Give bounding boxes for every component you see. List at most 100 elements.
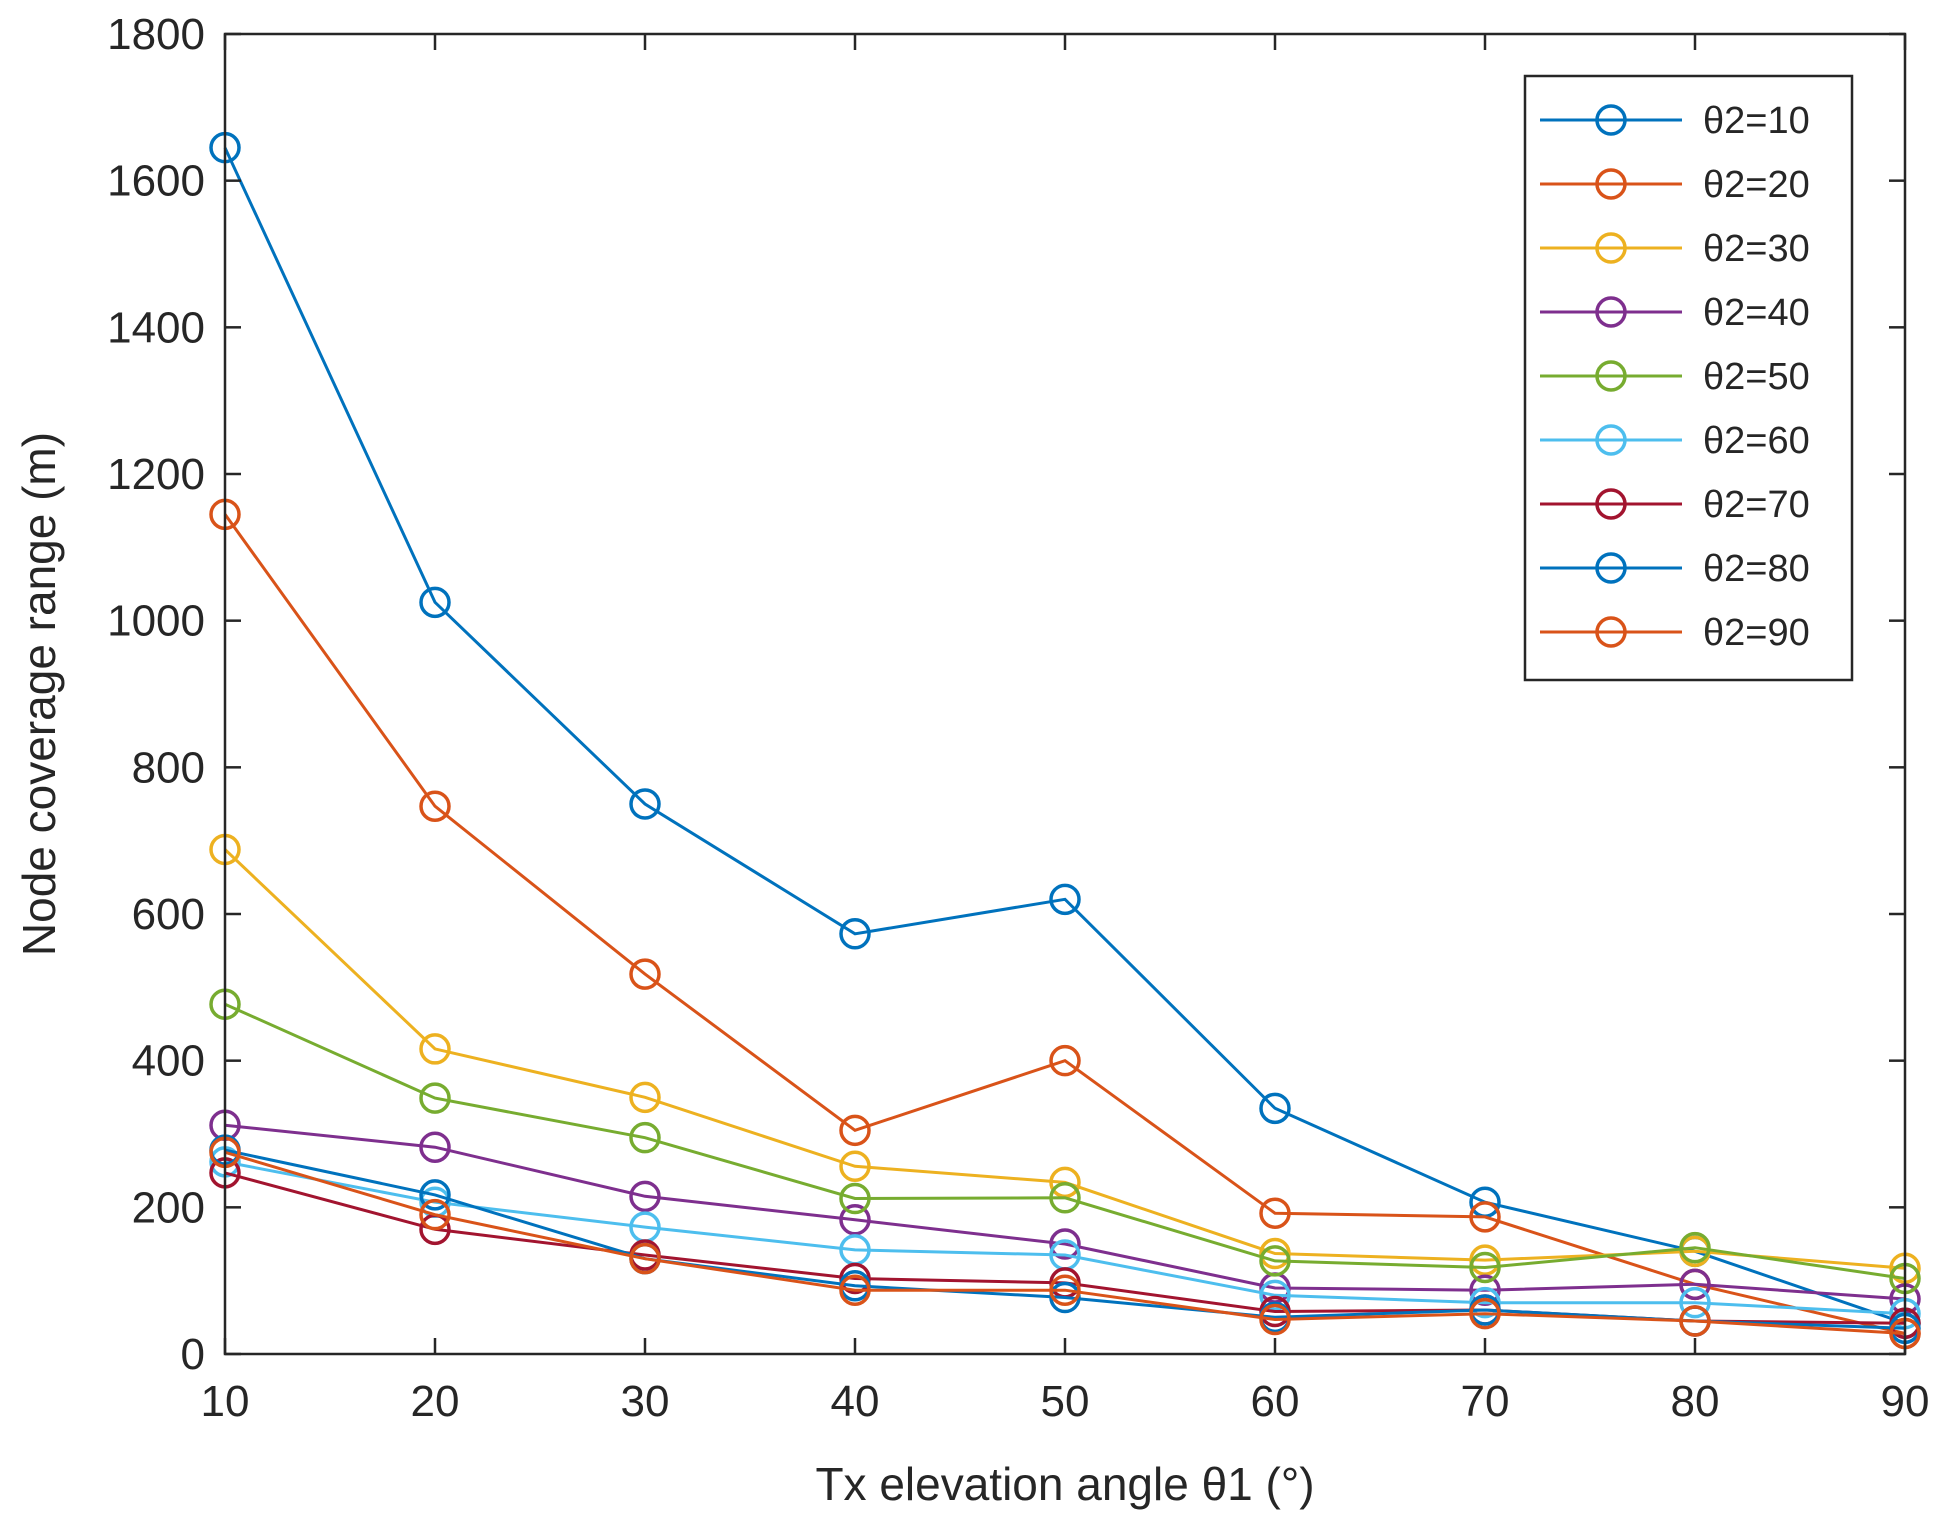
x-tick-label: 90 <box>1881 1377 1930 1426</box>
data-point <box>629 1121 661 1154</box>
legend-entry: θ2=50 <box>1540 356 1810 398</box>
data-point <box>839 1150 871 1183</box>
data-point <box>1469 1201 1501 1233</box>
axes-layer: 10 20 30 40 50 60 70 80 90 0 200 400 600 800 1000 1200 1… <box>107 10 1929 1426</box>
legend: θ2=10 θ2=20 θ2=30 θ2=40 θ2=50 θ2=60 θ2=70 θ2=80… <box>1523 74 1854 682</box>
data-point <box>629 1081 661 1114</box>
data-point <box>1049 1274 1081 1306</box>
data-point <box>1049 1281 1081 1314</box>
data-point <box>419 790 451 822</box>
legend-label: θ2=30 <box>1703 228 1810 270</box>
y-axis-label: Node coverage range (m) <box>13 432 65 956</box>
data-point <box>1259 1245 1291 1277</box>
data-point <box>839 1204 871 1236</box>
data-point <box>1049 1182 1081 1214</box>
legend-entry: θ2=20 <box>1540 164 1810 206</box>
legend-label: θ2=50 <box>1703 356 1810 398</box>
data-point <box>1679 1305 1711 1337</box>
legend-marker <box>1595 168 1627 200</box>
data-point <box>1469 1297 1501 1330</box>
legend-label: θ2=40 <box>1703 292 1810 334</box>
data-point <box>629 1180 661 1213</box>
data-point <box>1049 1228 1081 1260</box>
data-point <box>629 958 661 990</box>
x-tick-label: 20 <box>411 1377 460 1426</box>
legend-entry: θ2=90 <box>1540 612 1810 654</box>
legend-marker <box>1595 616 1627 648</box>
legend-marker <box>1595 424 1627 456</box>
legend-label: θ2=80 <box>1703 548 1810 590</box>
data-point <box>1679 1268 1711 1301</box>
data-point <box>839 1114 871 1147</box>
data-point <box>1469 1286 1501 1319</box>
data-point <box>839 1182 871 1215</box>
legend-entry: θ2=30 <box>1540 228 1810 270</box>
x-tick-label: 10 <box>201 1377 250 1426</box>
y-tick-label: 0 <box>181 1330 205 1379</box>
y-tick-label: 200 <box>132 1183 205 1232</box>
y-tick-label: 1600 <box>107 157 205 206</box>
data-point <box>419 1082 451 1114</box>
data-point <box>419 586 451 619</box>
y-tick-label: 1200 <box>107 450 205 499</box>
data-point <box>1259 1237 1291 1270</box>
x-tick-label: 50 <box>1041 1377 1090 1426</box>
legend-label: θ2=10 <box>1703 100 1810 142</box>
legend-label: θ2=90 <box>1703 612 1810 654</box>
legend-marker <box>1595 232 1627 264</box>
y-tick-label: 1400 <box>107 303 205 352</box>
legend-marker <box>1595 360 1627 392</box>
legend-marker <box>1595 296 1627 328</box>
series-5 <box>209 988 1921 1295</box>
legend-entry: θ2=10 <box>1540 100 1810 142</box>
data-point <box>1469 1251 1501 1284</box>
legend-label: θ2=70 <box>1703 484 1810 526</box>
data-point <box>1679 1286 1711 1319</box>
y-tick-label: 400 <box>132 1037 205 1086</box>
data-point <box>839 1262 871 1295</box>
series-line-6 <box>224 1160 1906 1316</box>
x-axis-label: Tx elevation angle θ1 (°) <box>815 1458 1314 1510</box>
x-tick-label: 40 <box>831 1377 880 1426</box>
y-tick-label: 800 <box>132 743 205 792</box>
legend-box <box>1523 74 1854 682</box>
x-tick-label: 70 <box>1461 1377 1510 1426</box>
data-point <box>1469 1244 1501 1276</box>
data-point <box>419 1131 451 1163</box>
series-line-2 <box>223 513 1906 1335</box>
data-point <box>1259 1092 1291 1125</box>
y-tick-label: 600 <box>132 890 205 939</box>
data-point <box>1049 1044 1081 1077</box>
data-point <box>419 1033 451 1065</box>
x-tick-label: 80 <box>1671 1377 1720 1426</box>
x-tick-label: 30 <box>621 1377 670 1426</box>
legend-entry: θ2=40 <box>1540 292 1810 334</box>
series-line-9 <box>224 1150 1906 1335</box>
data-point <box>419 1198 451 1231</box>
series-line-5 <box>224 1002 1906 1280</box>
data-point <box>629 1242 661 1275</box>
y-tick-label: 1000 <box>107 597 205 646</box>
series-line-4 <box>224 1123 1906 1301</box>
y-tick-label: 1800 <box>107 10 205 59</box>
legend-marker <box>1595 488 1627 520</box>
legend-entry: θ2=80 <box>1540 548 1810 590</box>
data-point <box>1679 1231 1711 1264</box>
data-point <box>629 788 661 820</box>
legend-label: θ2=60 <box>1703 420 1810 462</box>
data-point <box>1049 883 1081 916</box>
x-tick-label: 60 <box>1251 1377 1300 1426</box>
data-point <box>1259 1279 1291 1312</box>
legend-marker <box>1595 552 1627 584</box>
data-point <box>419 1179 451 1211</box>
legend-marker <box>1595 104 1627 136</box>
series-line-1 <box>223 147 1906 1325</box>
data-point <box>1259 1303 1291 1336</box>
data-point <box>839 1274 871 1306</box>
legend-entry: θ2=60 <box>1540 420 1810 462</box>
data-point <box>1259 1197 1291 1229</box>
legend-entry: θ2=70 <box>1540 484 1810 526</box>
legend-label: θ2=20 <box>1703 164 1810 206</box>
data-point <box>839 918 871 950</box>
